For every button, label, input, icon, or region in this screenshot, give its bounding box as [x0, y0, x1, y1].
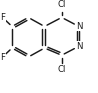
Text: F: F — [0, 53, 5, 62]
Text: N: N — [76, 22, 82, 31]
Text: F: F — [0, 13, 5, 22]
Text: Cl: Cl — [58, 65, 66, 74]
Text: N: N — [76, 42, 82, 51]
Text: Cl: Cl — [58, 0, 66, 9]
